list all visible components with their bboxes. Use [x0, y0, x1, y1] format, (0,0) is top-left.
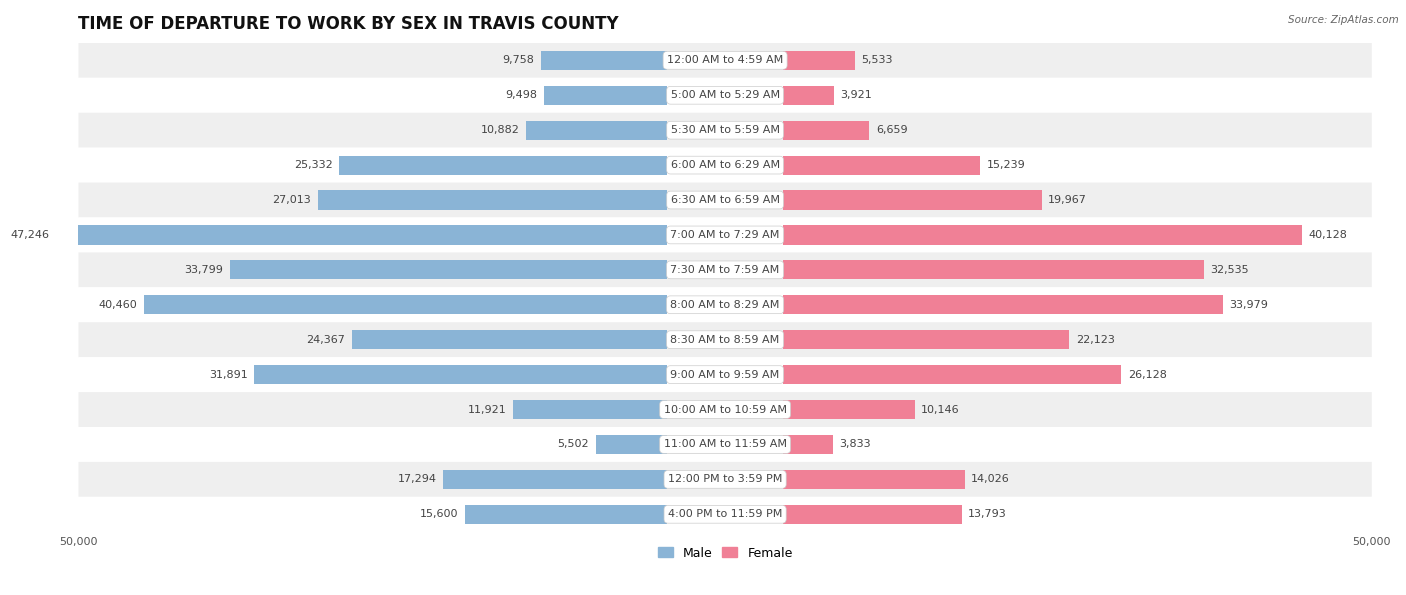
Text: 15,239: 15,239: [987, 160, 1025, 170]
Bar: [465, 505, 666, 524]
FancyBboxPatch shape: [79, 252, 1372, 287]
Text: 8:00 AM to 8:29 AM: 8:00 AM to 8:29 AM: [671, 300, 780, 310]
Text: 6:00 AM to 6:29 AM: 6:00 AM to 6:29 AM: [671, 160, 780, 170]
Bar: [541, 51, 666, 70]
Text: 3,833: 3,833: [839, 440, 870, 449]
Text: 8:30 AM to 8:59 AM: 8:30 AM to 8:59 AM: [671, 335, 780, 345]
Text: 33,979: 33,979: [1229, 300, 1268, 310]
Text: 10,882: 10,882: [481, 125, 520, 135]
Text: 26,128: 26,128: [1128, 369, 1167, 380]
Text: 40,128: 40,128: [1309, 230, 1347, 240]
FancyBboxPatch shape: [79, 392, 1372, 427]
Bar: [783, 330, 1070, 349]
FancyBboxPatch shape: [79, 218, 1372, 252]
Text: 10,146: 10,146: [921, 405, 960, 415]
Bar: [339, 155, 666, 175]
Text: 25,332: 25,332: [294, 160, 333, 170]
FancyBboxPatch shape: [79, 497, 1372, 532]
Text: 24,367: 24,367: [307, 335, 346, 345]
Text: 19,967: 19,967: [1047, 195, 1087, 205]
Text: 5,502: 5,502: [558, 440, 589, 449]
Text: 22,123: 22,123: [1076, 335, 1115, 345]
FancyBboxPatch shape: [79, 43, 1372, 78]
Text: 7:00 AM to 7:29 AM: 7:00 AM to 7:29 AM: [671, 230, 780, 240]
Text: 5:00 AM to 5:29 AM: 5:00 AM to 5:29 AM: [671, 90, 780, 101]
Text: 14,026: 14,026: [972, 474, 1010, 484]
Bar: [526, 121, 666, 140]
FancyBboxPatch shape: [79, 357, 1372, 392]
FancyBboxPatch shape: [79, 462, 1372, 497]
Bar: [143, 295, 666, 314]
Text: TIME OF DEPARTURE TO WORK BY SEX IN TRAVIS COUNTY: TIME OF DEPARTURE TO WORK BY SEX IN TRAV…: [79, 15, 619, 33]
Bar: [783, 155, 980, 175]
Bar: [783, 121, 869, 140]
Text: 9,498: 9,498: [506, 90, 537, 101]
Text: Source: ZipAtlas.com: Source: ZipAtlas.com: [1288, 15, 1399, 25]
Bar: [783, 470, 965, 489]
Text: 15,600: 15,600: [420, 509, 458, 519]
Text: 9:00 AM to 9:59 AM: 9:00 AM to 9:59 AM: [671, 369, 780, 380]
FancyBboxPatch shape: [79, 148, 1372, 183]
Text: 40,460: 40,460: [98, 300, 138, 310]
FancyBboxPatch shape: [79, 112, 1372, 148]
FancyBboxPatch shape: [79, 78, 1372, 112]
FancyBboxPatch shape: [79, 322, 1372, 357]
Text: 12:00 PM to 3:59 PM: 12:00 PM to 3:59 PM: [668, 474, 782, 484]
Text: 5:30 AM to 5:59 AM: 5:30 AM to 5:59 AM: [671, 125, 779, 135]
Bar: [544, 86, 666, 105]
Text: 6,659: 6,659: [876, 125, 907, 135]
Text: 47,246: 47,246: [10, 230, 49, 240]
Text: 11,921: 11,921: [468, 405, 506, 415]
Bar: [783, 400, 914, 419]
Bar: [783, 435, 832, 454]
FancyBboxPatch shape: [79, 183, 1372, 218]
Bar: [513, 400, 666, 419]
Text: 12:00 AM to 4:59 AM: 12:00 AM to 4:59 AM: [666, 55, 783, 65]
Bar: [783, 295, 1223, 314]
Text: 3,921: 3,921: [841, 90, 872, 101]
Bar: [352, 330, 666, 349]
Bar: [783, 505, 962, 524]
Text: 7:30 AM to 7:59 AM: 7:30 AM to 7:59 AM: [671, 265, 780, 275]
Bar: [56, 226, 666, 245]
FancyBboxPatch shape: [79, 287, 1372, 322]
Text: 32,535: 32,535: [1211, 265, 1249, 275]
Legend: Male, Female: Male, Female: [652, 541, 797, 565]
Text: 33,799: 33,799: [184, 265, 224, 275]
Text: 13,793: 13,793: [969, 509, 1007, 519]
FancyBboxPatch shape: [79, 427, 1372, 462]
Text: 5,533: 5,533: [862, 55, 893, 65]
Bar: [783, 260, 1204, 280]
Text: 31,891: 31,891: [209, 369, 247, 380]
Bar: [783, 226, 1302, 245]
Bar: [443, 470, 666, 489]
Bar: [783, 365, 1121, 384]
Bar: [254, 365, 666, 384]
Bar: [229, 260, 666, 280]
Text: 6:30 AM to 6:59 AM: 6:30 AM to 6:59 AM: [671, 195, 779, 205]
Bar: [783, 86, 834, 105]
Bar: [596, 435, 666, 454]
Bar: [783, 51, 855, 70]
Text: 11:00 AM to 11:59 AM: 11:00 AM to 11:59 AM: [664, 440, 786, 449]
Text: 9,758: 9,758: [502, 55, 534, 65]
Text: 17,294: 17,294: [398, 474, 437, 484]
Text: 10:00 AM to 10:59 AM: 10:00 AM to 10:59 AM: [664, 405, 786, 415]
Bar: [318, 190, 666, 209]
Text: 27,013: 27,013: [273, 195, 311, 205]
Text: 4:00 PM to 11:59 PM: 4:00 PM to 11:59 PM: [668, 509, 782, 519]
Bar: [783, 190, 1042, 209]
